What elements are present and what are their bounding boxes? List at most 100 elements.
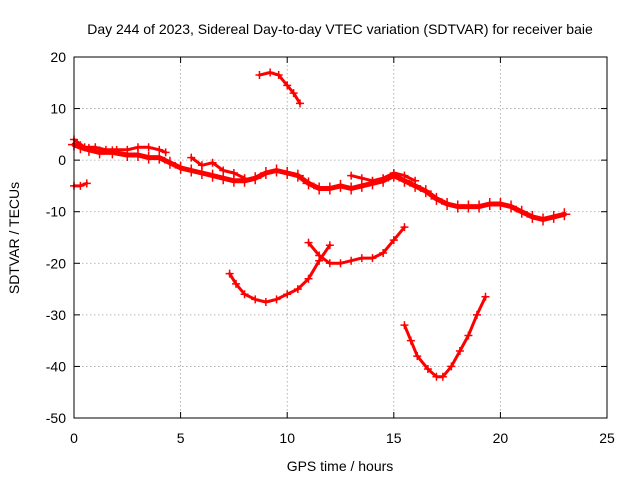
data-point bbox=[447, 362, 456, 371]
data-point bbox=[206, 169, 219, 182]
data-point bbox=[481, 292, 490, 301]
data-point bbox=[345, 182, 358, 195]
data-point bbox=[291, 169, 304, 182]
y-tick-label: 20 bbox=[50, 49, 66, 65]
data-point bbox=[400, 171, 409, 180]
series-line bbox=[72, 138, 168, 154]
data-point bbox=[274, 71, 283, 80]
data-point bbox=[283, 290, 292, 299]
data-point bbox=[400, 321, 409, 330]
series-line bbox=[307, 225, 406, 265]
data-point bbox=[174, 161, 187, 174]
series-line bbox=[189, 156, 247, 180]
y-tick-label: -10 bbox=[46, 204, 66, 220]
data-point bbox=[483, 197, 496, 210]
data-point bbox=[462, 200, 475, 213]
series-u-curve-afternoon bbox=[400, 292, 490, 381]
data-point bbox=[347, 171, 356, 180]
data-point bbox=[112, 145, 121, 154]
data-point bbox=[295, 99, 304, 108]
data-point bbox=[270, 164, 283, 177]
data-point bbox=[101, 145, 110, 154]
data-point bbox=[406, 336, 415, 345]
data-point bbox=[293, 285, 302, 294]
data-point bbox=[389, 236, 398, 245]
data-point bbox=[82, 179, 91, 188]
series-arc-upper bbox=[255, 68, 304, 108]
x-tick-label: 0 bbox=[70, 430, 78, 446]
data-point bbox=[208, 158, 217, 167]
data-point bbox=[438, 372, 447, 381]
data-point bbox=[526, 210, 539, 223]
x-tick-label: 5 bbox=[177, 430, 185, 446]
y-tick-label: -40 bbox=[46, 358, 66, 374]
data-point bbox=[494, 197, 507, 210]
data-point bbox=[302, 177, 315, 190]
y-axis-label: SDTVAR / TECUs bbox=[6, 182, 22, 294]
data-point bbox=[251, 295, 260, 304]
data-point bbox=[400, 223, 409, 232]
data-point bbox=[123, 145, 132, 154]
data-point bbox=[76, 181, 85, 190]
data-point bbox=[80, 143, 89, 152]
y-tick-label: 0 bbox=[58, 152, 66, 168]
data-point bbox=[240, 290, 249, 299]
data-point bbox=[229, 169, 238, 178]
data-point bbox=[347, 256, 356, 265]
data-point bbox=[315, 251, 324, 260]
data-point bbox=[219, 166, 228, 175]
data-point bbox=[357, 254, 366, 263]
data-point bbox=[379, 248, 388, 257]
data-point bbox=[464, 331, 473, 340]
data-point bbox=[419, 185, 432, 198]
data-point bbox=[505, 200, 518, 213]
data-point bbox=[472, 310, 481, 319]
data-point bbox=[515, 205, 528, 218]
data-point bbox=[558, 208, 571, 221]
grid-lines bbox=[74, 57, 607, 418]
data-point bbox=[155, 145, 164, 154]
data-point bbox=[473, 200, 486, 213]
data-point bbox=[441, 197, 454, 210]
x-tick-label: 20 bbox=[493, 430, 509, 446]
data-point bbox=[451, 200, 464, 213]
data-point bbox=[283, 81, 292, 90]
data-point bbox=[357, 174, 366, 183]
data-point bbox=[325, 259, 334, 268]
data-point bbox=[334, 179, 347, 192]
data-point bbox=[255, 71, 264, 80]
data-point bbox=[455, 346, 464, 355]
data-point bbox=[225, 269, 234, 278]
data-point bbox=[249, 172, 262, 185]
y-tick-labels: -50 -40 -30 -20 -10 0 10 20 bbox=[46, 49, 66, 426]
data-point bbox=[304, 274, 313, 283]
series-line bbox=[71, 142, 567, 222]
data-point bbox=[161, 148, 170, 157]
data-point bbox=[142, 151, 155, 164]
data-point bbox=[413, 352, 422, 361]
data-point bbox=[266, 68, 275, 77]
data-point bbox=[379, 174, 388, 183]
data-point bbox=[232, 279, 241, 288]
data-point bbox=[323, 182, 336, 195]
plot-frame bbox=[73, 56, 608, 419]
y-tick-label: 10 bbox=[50, 101, 66, 117]
data-point bbox=[537, 213, 550, 226]
data-point bbox=[411, 176, 420, 185]
series-mid-track bbox=[304, 223, 409, 268]
data-point bbox=[185, 164, 198, 177]
data-point bbox=[368, 254, 377, 263]
series-main-band bbox=[68, 138, 571, 226]
data-point bbox=[368, 176, 377, 185]
y-tick-label: -20 bbox=[46, 255, 66, 271]
data-point bbox=[325, 241, 334, 250]
data-point bbox=[547, 210, 560, 223]
data-point bbox=[304, 238, 313, 247]
x-tick-label: 25 bbox=[599, 430, 615, 446]
data-point bbox=[163, 156, 176, 169]
data-point bbox=[187, 153, 196, 162]
data-point bbox=[144, 143, 153, 152]
data-point bbox=[91, 143, 100, 152]
x-axis-label: GPS time / hours bbox=[287, 458, 394, 474]
